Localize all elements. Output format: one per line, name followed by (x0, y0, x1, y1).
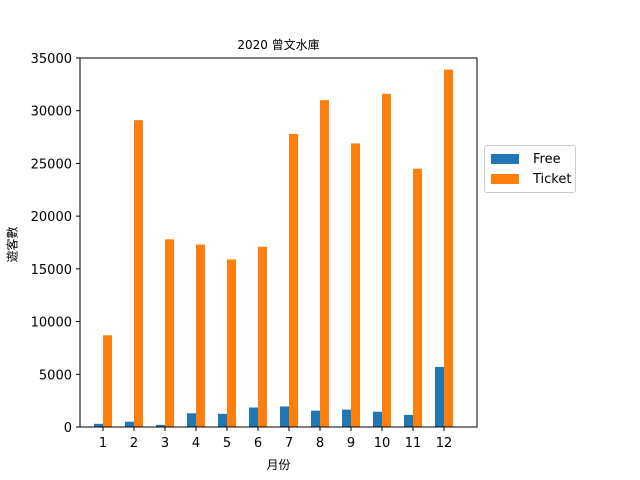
bar-ticket-3 (165, 239, 174, 427)
bar-ticket-6 (258, 246, 267, 427)
y-tick-label: 30000 (31, 105, 72, 120)
x-tick-label: 12 (436, 436, 453, 451)
x-tick-label: 9 (347, 436, 355, 451)
x-axis-label: 月份 (266, 458, 291, 472)
bar-ticket-5 (227, 259, 236, 427)
y-tick-label: 0 (64, 421, 72, 436)
x-tick-label: 1 (99, 436, 107, 451)
legend-item-ticket: Ticket (491, 171, 571, 187)
bar-ticket-2 (134, 120, 143, 428)
bar-ticket-12 (444, 69, 453, 428)
y-tick-label: 35000 (31, 52, 72, 67)
bar-free-3 (156, 424, 165, 427)
x-tick-label: 11 (405, 436, 422, 451)
bar-free-7 (280, 406, 289, 427)
legend-label-ticket: Ticket (533, 171, 572, 187)
bar-ticket-7 (289, 133, 298, 427)
legend-item-free: Free (491, 151, 561, 167)
bars-group (94, 69, 453, 428)
x-tick-label: 8 (316, 436, 324, 451)
bar-ticket-11 (413, 168, 422, 427)
x-tick-label: 2 (130, 436, 138, 451)
bar-ticket-1 (103, 335, 112, 427)
x-tick-label: 5 (223, 436, 231, 451)
bar-ticket-10 (382, 93, 391, 428)
y-tick-label: 25000 (31, 157, 72, 172)
legend-label-free: Free (533, 151, 561, 167)
y-tick-label: 15000 (31, 263, 72, 278)
bar-ticket-8 (320, 100, 329, 428)
x-tick-label: 3 (161, 436, 169, 451)
y-axis-ticks: 0 5000 10000 15000 20000 25000 30000 35000 (31, 52, 80, 436)
x-tick-label: 7 (285, 436, 293, 451)
y-tick-label: 20000 (31, 210, 72, 225)
bar-free-5 (218, 413, 227, 427)
legend: Free Ticket (484, 145, 576, 193)
bar-free-12 (435, 366, 444, 427)
x-tick-label: 4 (192, 436, 200, 451)
y-axis-label: 遊客數 (5, 226, 20, 263)
x-axis-ticks: 1 2 3 4 5 6 7 8 9 10 11 12 (99, 427, 452, 451)
y-tick-label: 5000 (39, 368, 72, 383)
bar-free-4 (187, 413, 196, 427)
bar-ticket-9 (351, 143, 360, 427)
x-tick-label: 6 (254, 436, 262, 451)
bar-free-2 (125, 421, 134, 427)
bar-free-8 (311, 410, 320, 427)
bar-free-11 (404, 414, 413, 427)
bar-ticket-4 (196, 244, 205, 427)
bar-free-1 (94, 423, 103, 427)
bar-free-6 (249, 407, 258, 427)
legend-swatch-free (491, 154, 519, 164)
bar-free-9 (342, 409, 351, 427)
legend-swatch-ticket (491, 174, 519, 184)
bar-free-10 (373, 411, 382, 427)
plot-frame (79, 57, 478, 428)
chart-title: 2020 曾文水庫 (237, 38, 320, 52)
y-tick-label: 10000 (31, 316, 72, 331)
x-tick-label: 10 (374, 436, 391, 451)
